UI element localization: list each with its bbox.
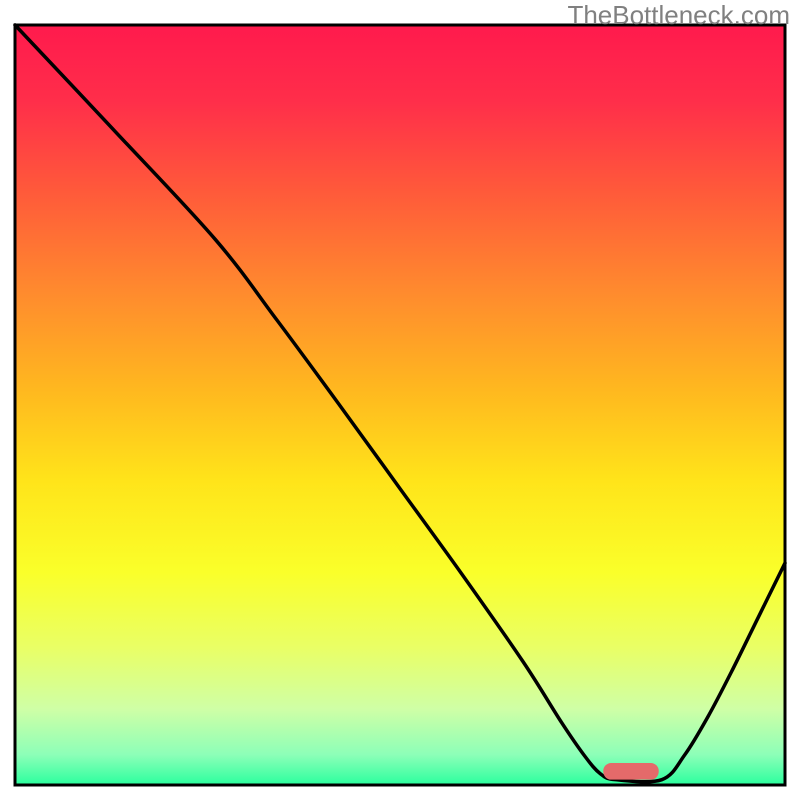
optimal-marker — [603, 763, 658, 780]
watermark-text: TheBottleneck.com — [567, 0, 790, 31]
plot-background — [15, 25, 785, 785]
bottleneck-curve-chart — [0, 0, 800, 800]
chart-container: TheBottleneck.com — [0, 0, 800, 800]
